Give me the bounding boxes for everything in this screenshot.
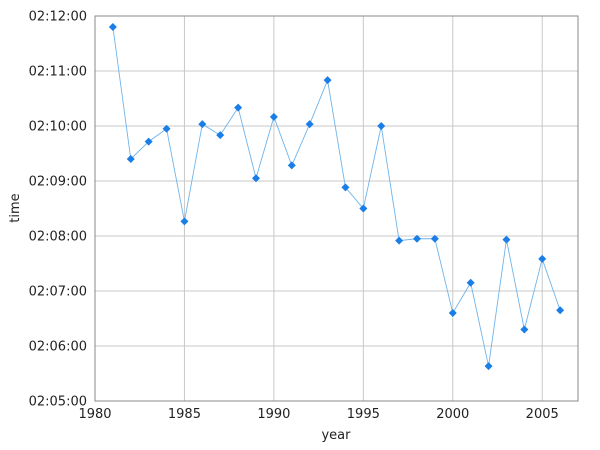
y-tick-label: 02:11:00	[29, 65, 87, 80]
x-tick-label: 1995	[347, 407, 380, 422]
x-tick-label: 2005	[526, 407, 559, 422]
data-point-diamond	[287, 161, 296, 170]
data-point-diamond	[234, 103, 243, 112]
data-point-diamond	[180, 217, 189, 226]
data-point-diamond	[305, 120, 314, 129]
data-point-diamond	[162, 124, 171, 133]
y-axis-label: time	[8, 193, 23, 222]
data-point-diamond	[269, 112, 278, 121]
y-tick-label: 02:09:00	[29, 175, 87, 190]
x-tick-labels: 1980 1985 1990 1995 2000 2005	[78, 407, 558, 422]
data-point-diamond	[198, 120, 207, 129]
y-tick-label: 02:05:00	[29, 395, 87, 410]
x-tick-label: 2000	[436, 407, 469, 422]
x-axis-label: year	[321, 428, 351, 443]
y-tick-label: 02:08:00	[29, 230, 87, 245]
data-point-diamond	[323, 76, 332, 85]
x-tick-label: 1980	[78, 407, 111, 422]
data-point-diamond	[466, 278, 475, 287]
plot-frame	[94, 15, 579, 402]
y-tick-label: 02:10:00	[29, 120, 87, 135]
data-point-diamond	[341, 183, 350, 192]
data-point-diamond	[538, 254, 547, 263]
data-point-diamond	[377, 122, 386, 130]
y-tick-label: 02:06:00	[29, 340, 87, 355]
data-point-diamond	[484, 362, 493, 371]
series-line	[112, 26, 561, 367]
data-point-diamond	[502, 235, 511, 244]
x-tick-label: 1985	[168, 407, 201, 422]
x-tick-label: 1990	[257, 407, 290, 422]
data-point-diamond	[359, 204, 368, 213]
y-tick-label: 02:07:00	[29, 285, 87, 300]
series-markers	[108, 23, 565, 371]
data-point-diamond	[108, 23, 117, 31]
data-point-diamond	[126, 155, 135, 163]
plot-area	[95, 16, 578, 401]
data-point-diamond	[430, 234, 439, 243]
data-point-diamond	[556, 306, 565, 315]
y-tick-labels: 02:05:00 02:06:00 02:07:00 02:08:00 02:09:00…	[29, 10, 87, 410]
data-point-diamond	[413, 234, 421, 243]
y-tick-label: 02:12:00	[29, 10, 87, 25]
data-point-diamond	[448, 309, 457, 317]
data-point-diamond	[395, 236, 404, 245]
data-point-diamond	[216, 131, 225, 140]
data-point-diamond	[144, 137, 153, 146]
data-point-diamond	[252, 174, 260, 183]
data-point-diamond	[520, 325, 529, 334]
